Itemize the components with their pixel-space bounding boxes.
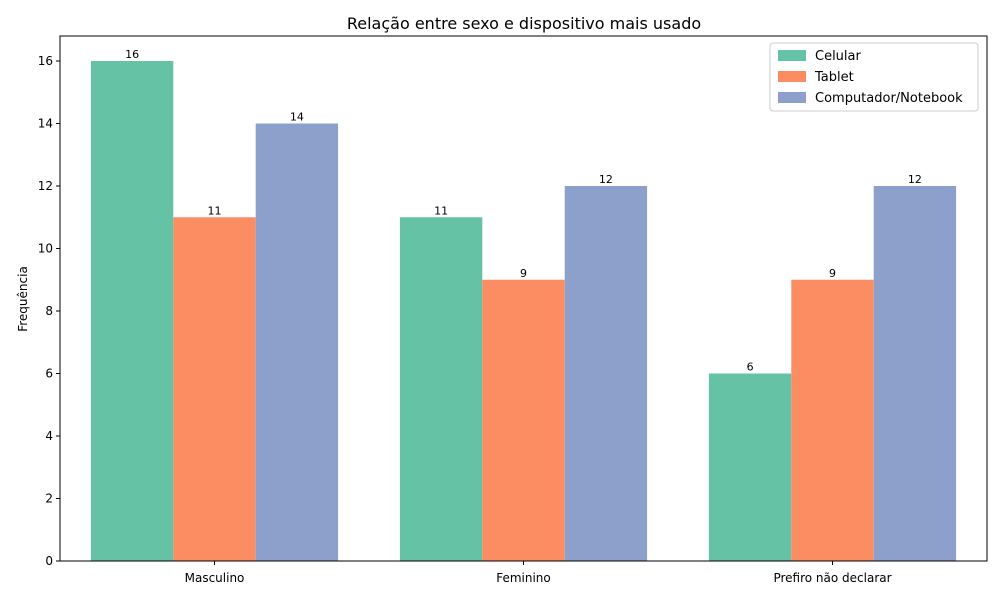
data-label: 9 [520, 267, 527, 280]
data-label: 9 [829, 267, 836, 280]
y-tick-label: 2 [45, 492, 53, 506]
legend-box [769, 42, 979, 112]
bar-celular-2 [708, 373, 792, 561]
data-label: 16 [125, 48, 139, 61]
bar-tablet-0 [173, 217, 256, 561]
y-tick-label: 10 [38, 242, 53, 256]
data-label: 11 [208, 204, 222, 217]
data-label: 11 [434, 204, 448, 217]
legend: Celular Tablet Computador/Notebook [769, 42, 979, 112]
x-tick-label: Prefiro não declarar [773, 571, 891, 585]
y-tick-label: 0 [45, 554, 53, 568]
bar-computador-notebook-2 [873, 186, 957, 561]
legend-swatch [778, 50, 806, 61]
y-axis-label: Frequência [16, 266, 30, 332]
data-label: 12 [908, 173, 922, 186]
x-tick-label: Feminino [496, 571, 551, 585]
bar-tablet-1 [482, 279, 565, 561]
data-label: 12 [599, 173, 613, 186]
bar-celular-1 [399, 217, 483, 561]
data-labels-layer: 16 11 6 11 9 9 14 12 12 [125, 48, 922, 374]
axes-layer: 0 2 4 6 8 10 12 14 16 Masculino Feminino Prefiro nã… [38, 35, 988, 585]
legend-swatch [778, 92, 806, 103]
bar-celular-0 [90, 61, 174, 561]
chart-title: Relação entre sexo e dispositivo mais us… [347, 14, 701, 33]
legend-swatch [778, 71, 806, 82]
bars-layer [90, 61, 957, 561]
bar-tablet-2 [791, 279, 874, 561]
legend-label: Computador/Notebook [815, 91, 963, 106]
x-tick-label: Masculino [185, 571, 245, 585]
bar-computador-notebook-1 [564, 186, 648, 561]
y-tick-label: 8 [45, 304, 53, 318]
data-label: 14 [290, 111, 304, 124]
bar-computador-notebook-0 [255, 123, 339, 561]
y-tick-label: 16 [38, 54, 53, 68]
y-tick-label: 6 [45, 367, 53, 381]
legend-label: Tablet [814, 70, 854, 85]
data-label: 6 [747, 361, 754, 374]
y-tick-label: 14 [38, 117, 53, 131]
y-tick-label: 4 [45, 429, 53, 443]
y-tick-label: 12 [38, 179, 53, 193]
legend-label: Celular [815, 49, 862, 64]
